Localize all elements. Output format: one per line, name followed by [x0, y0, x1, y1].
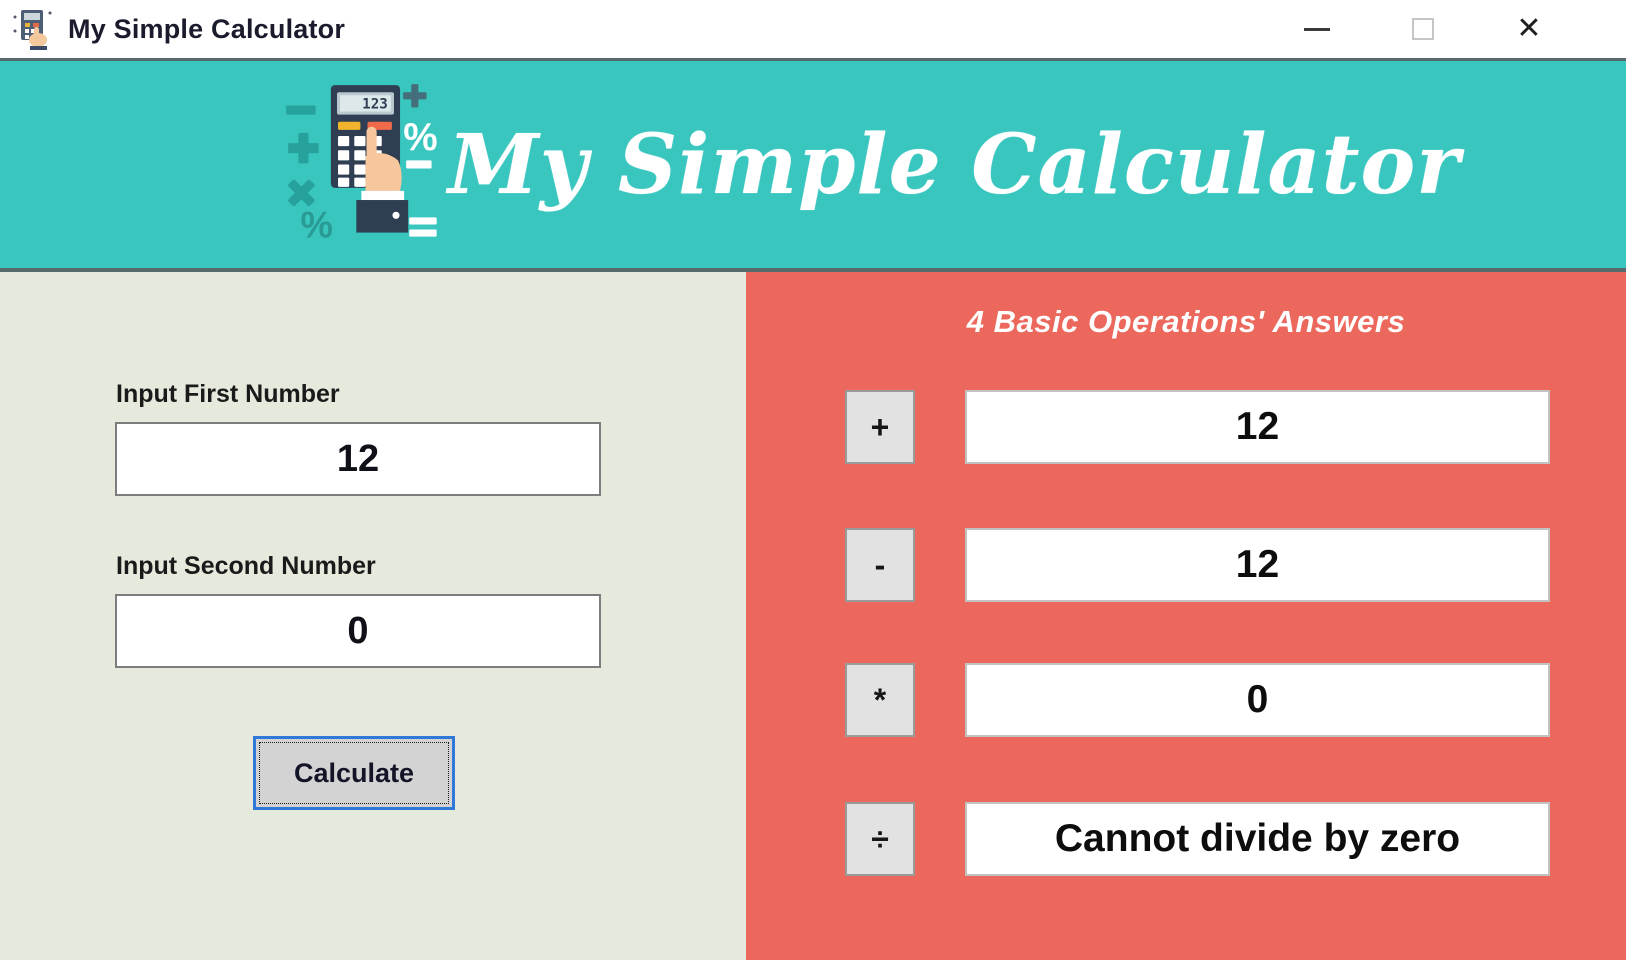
close-button[interactable]: ✕	[1504, 0, 1554, 58]
minimize-button[interactable]	[1292, 0, 1342, 58]
calculate-button[interactable]: Calculate	[253, 736, 455, 810]
app-icon	[13, 10, 52, 50]
svg-text:%: %	[300, 205, 333, 246]
second-number-input[interactable]	[115, 594, 601, 668]
plus-button[interactable]: +	[845, 390, 915, 464]
multiplication-row: * 0	[746, 663, 1626, 737]
svg-text:%: %	[403, 116, 437, 159]
main-area: Input First Number Input Second Number C…	[0, 272, 1626, 960]
results-title: 4 Basic Operations' Answers	[966, 304, 1406, 339]
subtraction-row: - 12	[746, 528, 1626, 602]
addition-result-field[interactable]: 12	[965, 390, 1550, 464]
minimize-icon	[1304, 27, 1330, 31]
window-title: My Simple Calculator	[68, 13, 346, 44]
first-number-input[interactable]	[115, 422, 601, 496]
addition-row: + 12	[746, 390, 1626, 464]
banner-title: My Simple Calculator	[448, 116, 1461, 213]
header-banner: % % 123 My Simple Calculator	[0, 58, 1626, 272]
divide-button[interactable]: ÷	[845, 802, 915, 876]
first-number-label: Input First Number	[116, 380, 340, 408]
window-controls: ✕	[1236, 0, 1626, 58]
maximize-button[interactable]	[1398, 0, 1448, 58]
multiply-button[interactable]: *	[845, 663, 915, 737]
results-panel: 4 Basic Operations' Answers + 12 - 12 * …	[746, 272, 1626, 960]
division-row: ÷ Cannot divide by zero	[746, 802, 1626, 876]
subtraction-result-field[interactable]: 12	[965, 528, 1550, 602]
input-panel: Input First Number Input Second Number C…	[0, 272, 746, 960]
maximize-icon	[1412, 18, 1434, 40]
division-result-field[interactable]: Cannot divide by zero	[965, 802, 1550, 876]
calculator-illustration-icon: % % 123	[286, 84, 438, 246]
multiplication-result-field[interactable]: 0	[965, 663, 1550, 737]
minus-button[interactable]: -	[845, 528, 915, 602]
calc-display-value: 123	[362, 96, 388, 112]
title-bar: My Simple Calculator ✕	[0, 0, 1626, 58]
second-number-label: Input Second Number	[116, 552, 376, 580]
close-icon: ✕	[1516, 12, 1542, 45]
